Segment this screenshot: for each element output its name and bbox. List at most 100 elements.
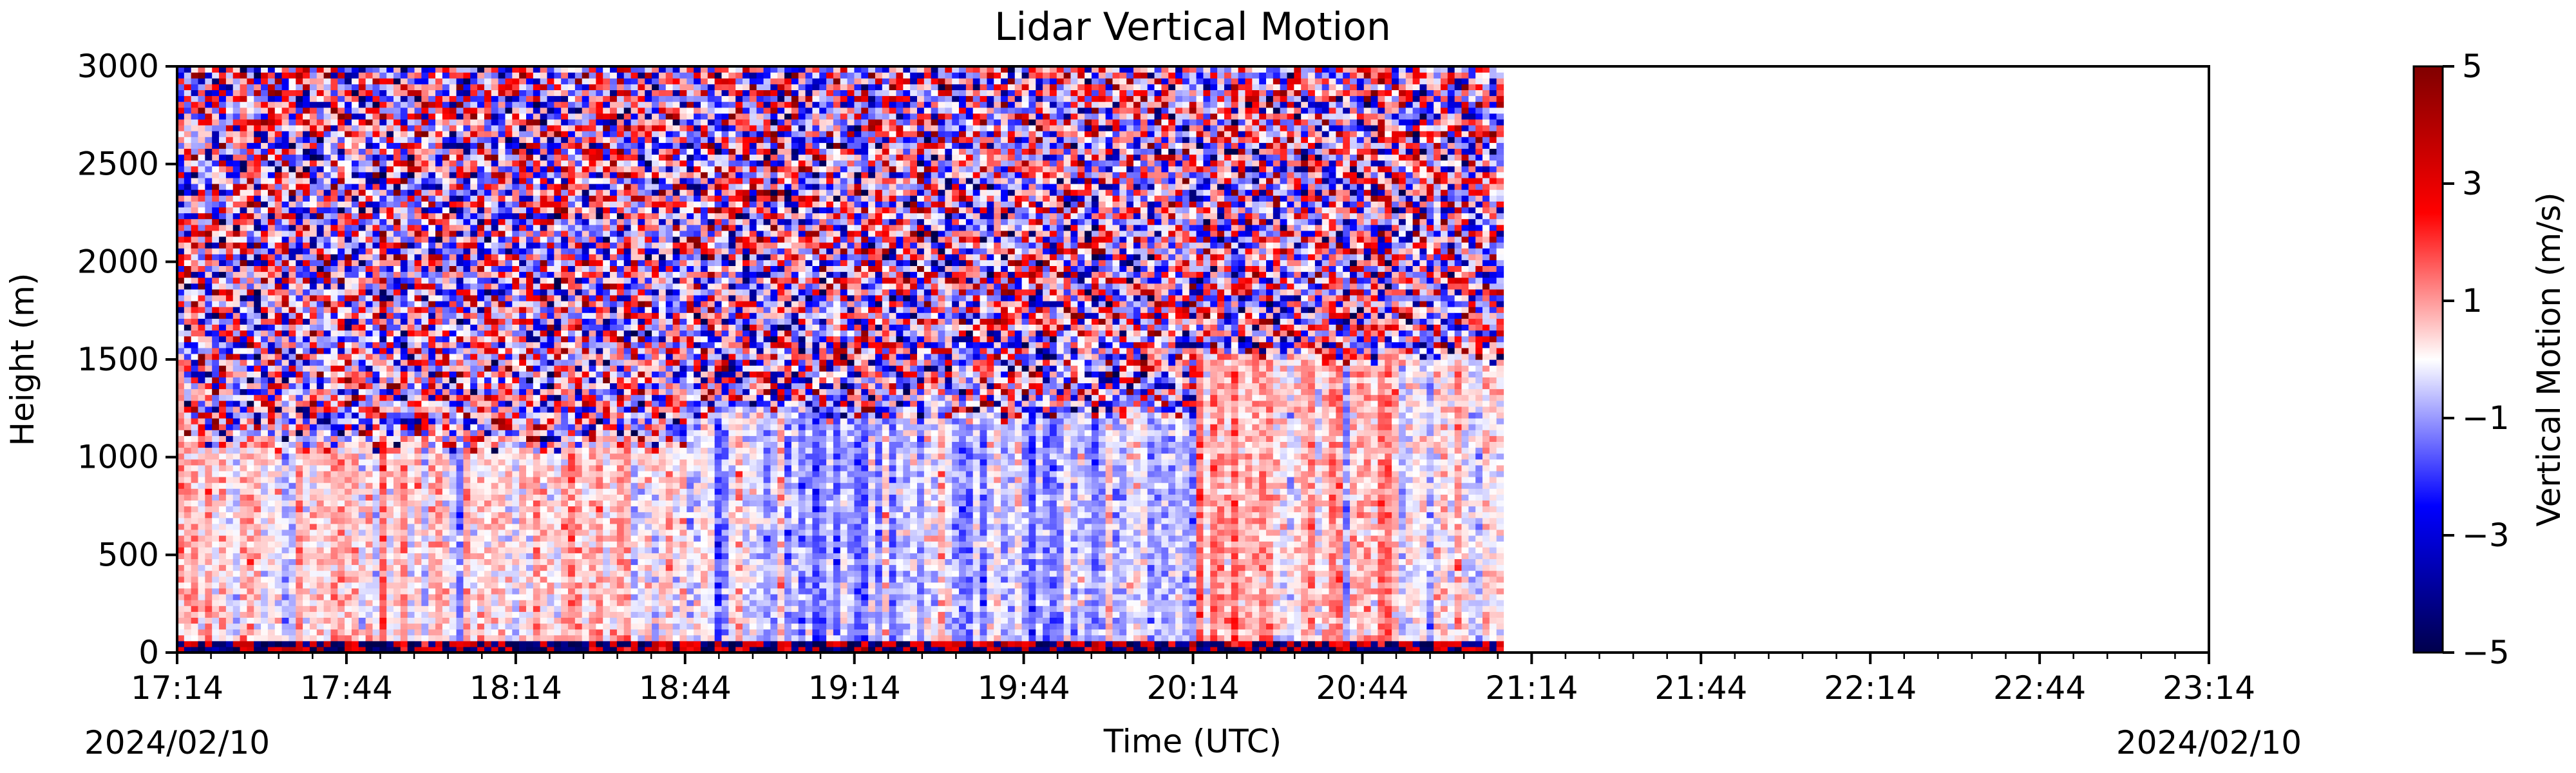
heatmap-cell bbox=[428, 488, 436, 495]
heatmap-cell bbox=[512, 400, 520, 407]
heatmap-cell bbox=[407, 213, 415, 220]
heatmap-cell bbox=[519, 207, 527, 214]
heatmap-cell bbox=[407, 283, 415, 290]
heatmap-cell bbox=[219, 218, 227, 225]
heatmap-cell bbox=[358, 506, 366, 513]
heatmap-cell bbox=[414, 90, 422, 97]
heatmap-cell bbox=[247, 464, 254, 472]
heatmap-cell bbox=[449, 189, 457, 196]
heatmap-cell bbox=[219, 406, 227, 413]
heatmap-cell bbox=[351, 377, 359, 383]
heatmap-cell bbox=[177, 125, 185, 131]
heatmap-cell bbox=[267, 236, 276, 243]
heatmap-cell bbox=[337, 535, 345, 542]
heatmap-cell bbox=[267, 388, 276, 396]
heatmap-cell bbox=[477, 587, 485, 595]
heatmap-cell bbox=[428, 265, 436, 272]
heatmap-cell bbox=[421, 594, 429, 600]
heatmap-cell bbox=[281, 224, 290, 231]
heatmap-cell bbox=[442, 166, 450, 173]
heatmap-cell bbox=[484, 213, 492, 220]
heatmap-cell bbox=[372, 453, 380, 460]
heatmap-cell bbox=[345, 265, 352, 272]
heatmap-cell bbox=[358, 564, 366, 571]
heatmap-cell bbox=[351, 576, 359, 583]
heatmap-cell bbox=[247, 394, 254, 401]
heatmap-cell bbox=[414, 242, 422, 249]
heatmap-cell bbox=[358, 142, 366, 149]
heatmap-cell bbox=[421, 482, 429, 489]
heatmap-cell bbox=[337, 347, 345, 354]
heatmap-cell bbox=[330, 424, 338, 430]
heatmap-cell bbox=[261, 388, 269, 396]
heatmap-cell bbox=[372, 301, 380, 307]
heatmap-cell bbox=[191, 365, 199, 372]
heatmap-cell bbox=[358, 582, 366, 589]
heatmap-cell bbox=[254, 506, 261, 513]
heatmap-cell bbox=[421, 248, 429, 254]
heatmap-cell bbox=[470, 260, 478, 266]
heatmap-cell bbox=[393, 248, 401, 254]
heatmap-cell bbox=[205, 189, 213, 196]
heatmap-cell bbox=[177, 570, 185, 577]
heatmap-cell bbox=[345, 459, 352, 466]
heatmap-cell bbox=[219, 477, 227, 483]
heatmap-cell bbox=[225, 629, 234, 636]
heatmap-cell bbox=[386, 570, 394, 577]
heatmap-cell bbox=[372, 459, 380, 466]
heatmap-cell bbox=[281, 394, 290, 401]
heatmap-cell bbox=[372, 365, 380, 372]
heatmap-cell bbox=[470, 131, 478, 137]
heatmap-cell bbox=[512, 606, 520, 612]
heatmap-cell bbox=[372, 617, 380, 624]
heatmap-cell bbox=[393, 324, 401, 331]
heatmap-cell bbox=[303, 90, 310, 97]
heatmap-cell bbox=[498, 464, 506, 472]
heatmap-cell bbox=[345, 324, 352, 331]
heatmap-cell bbox=[184, 90, 192, 97]
heatmap-cell bbox=[372, 90, 380, 97]
heatmap-cell bbox=[428, 464, 436, 472]
heatmap-cell bbox=[491, 646, 499, 653]
heatmap-cell bbox=[184, 629, 192, 636]
heatmap-cell bbox=[379, 506, 387, 513]
heatmap-cell bbox=[477, 424, 485, 430]
heatmap-cell bbox=[498, 283, 506, 290]
heatmap-cell bbox=[296, 107, 303, 114]
heatmap-cell bbox=[386, 459, 394, 466]
heatmap-cell bbox=[261, 201, 269, 207]
heatmap-cell bbox=[323, 617, 332, 624]
heatmap-cell bbox=[296, 430, 303, 436]
heatmap-cell bbox=[379, 324, 387, 331]
heatmap-cell bbox=[498, 218, 506, 225]
heatmap-cell bbox=[267, 529, 276, 536]
heatmap-cell bbox=[261, 371, 269, 377]
heatmap-cell bbox=[267, 359, 276, 366]
heatmap-cell bbox=[407, 453, 415, 460]
heatmap-cell bbox=[372, 494, 380, 501]
heatmap-cell bbox=[267, 131, 276, 137]
heatmap-cell bbox=[289, 230, 296, 237]
heatmap-cell bbox=[281, 359, 290, 366]
heatmap-cell bbox=[289, 529, 296, 536]
heatmap-cell bbox=[225, 453, 234, 460]
heatmap-cell bbox=[212, 336, 220, 343]
heatmap-cell bbox=[498, 347, 506, 354]
heatmap-cell bbox=[345, 482, 352, 489]
heatmap-cell bbox=[428, 353, 436, 360]
heatmap-cell bbox=[205, 254, 213, 260]
heatmap-cell bbox=[267, 377, 276, 383]
heatmap-cell bbox=[442, 606, 450, 612]
heatmap-cell bbox=[491, 353, 499, 360]
heatmap-cell bbox=[177, 453, 185, 460]
heatmap-cell bbox=[303, 125, 310, 131]
heatmap-cell bbox=[456, 201, 464, 207]
heatmap-cell bbox=[372, 646, 380, 653]
heatmap-cell bbox=[191, 441, 199, 448]
heatmap-cell bbox=[281, 441, 290, 448]
heatmap-cell bbox=[428, 594, 436, 600]
heatmap-cell bbox=[393, 242, 401, 249]
heatmap-cell bbox=[449, 406, 457, 413]
heatmap-cell bbox=[303, 347, 310, 354]
heatmap-cell bbox=[414, 265, 422, 272]
